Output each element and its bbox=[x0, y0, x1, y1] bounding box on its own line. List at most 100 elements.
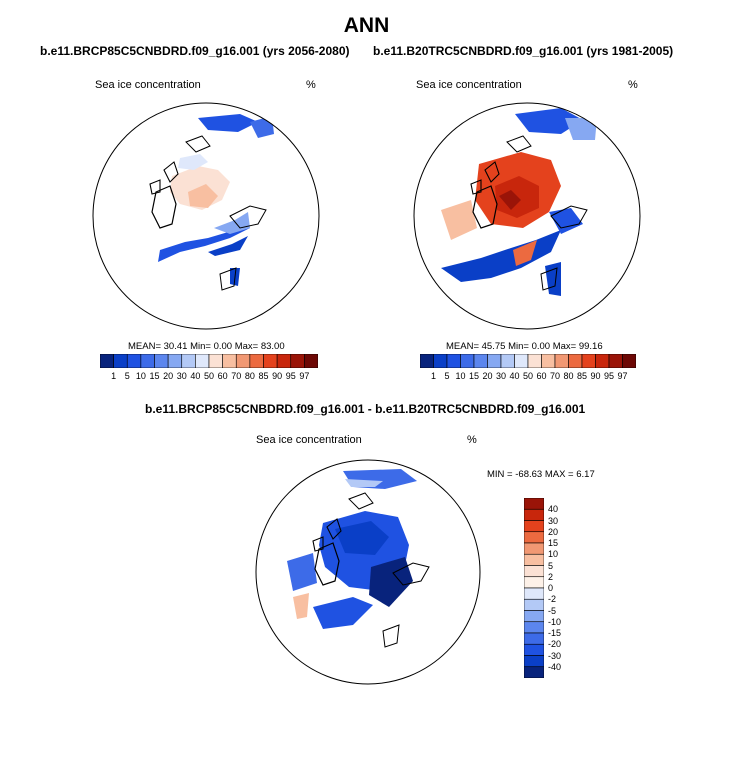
panel2-colorbar-tick-label: 70 bbox=[549, 371, 561, 381]
panel3-coastline-archipelago bbox=[312, 518, 342, 552]
panel1-colorbar-tick-label: 30 bbox=[176, 371, 187, 381]
panel3-colorbar-box bbox=[524, 610, 544, 623]
panel1-colorbar-tick-label: 10 bbox=[135, 371, 146, 381]
panel3-colorbar-tick-label: 5 bbox=[548, 560, 554, 571]
panel3-case-title: b.e11.BRCP85C5CNBDRD.f09_g16.001 - b.e11… bbox=[145, 402, 586, 416]
panel1-coastline-scandinavia bbox=[219, 267, 237, 291]
panel1-colorbar-box bbox=[222, 354, 237, 368]
panel3-colorbar-tick-label: 10 bbox=[548, 549, 559, 560]
panel2-variable-label: Sea ice concentration bbox=[416, 79, 522, 91]
panel3-colorbar-box bbox=[524, 531, 544, 544]
panel2-colorbar-ticks: 1 5 10 15 20 30 40 50 60 70 80 85 90 95 97 bbox=[420, 371, 636, 383]
panel2-colorbar-box bbox=[420, 354, 434, 368]
panel1-colorbar-box bbox=[208, 354, 223, 368]
panel2-max-label: Max= bbox=[552, 341, 577, 352]
figure-title: ANN bbox=[343, 14, 390, 37]
panel2-colorbar-box bbox=[595, 354, 610, 368]
panel2-colorbar-tick-label: 97 bbox=[617, 371, 628, 381]
panel1-colorbar-box bbox=[154, 354, 169, 368]
panel2-colorbar-box bbox=[433, 354, 448, 368]
panel2-polar-map bbox=[413, 102, 641, 330]
panel2-min-label: Min= bbox=[508, 341, 529, 352]
panel3-colorbar-tick-label: -5 bbox=[548, 605, 557, 616]
panel1-colorbar-tick-label: 97 bbox=[299, 371, 310, 381]
panel1-ice-atlantic bbox=[158, 220, 250, 262]
panel3-colorbar-tick-label: -30 bbox=[548, 650, 562, 661]
panel1-mean-value: 30.41 bbox=[163, 341, 188, 352]
panel1-colorbar-ticks: 1 5 10 15 20 30 40 50 60 70 80 85 90 95 97 bbox=[100, 371, 318, 383]
panel2-max-value: 99.16 bbox=[578, 341, 603, 352]
panel2-mean-label: MEAN= bbox=[446, 341, 479, 352]
panel3-colorbar-box bbox=[524, 666, 544, 678]
panel1-colorbar-box bbox=[263, 354, 278, 368]
panel2-colorbar-box bbox=[568, 354, 583, 368]
panel3-colorbar-box bbox=[524, 655, 544, 668]
panel2-colorbar-tick-label: 90 bbox=[590, 371, 601, 381]
panel1-colorbar-tick-label: 80 bbox=[244, 371, 255, 381]
panel3-min-value: -68.63 bbox=[515, 469, 543, 480]
panel1-colorbar-box bbox=[140, 354, 155, 368]
panel2-colorbar-tick-label: 30 bbox=[495, 371, 507, 381]
panel3-colorbar-ticks: 40 30 20 15 10 5 2 0 -2 -5 -10 -15 -20 -30 -40 bbox=[548, 498, 588, 678]
panel3-map-border bbox=[255, 459, 481, 685]
panel3-colorbar-tick-label: -10 bbox=[548, 616, 562, 627]
panel2-coastline-archipelago bbox=[470, 161, 500, 195]
panel1-min-value: 0.00 bbox=[213, 341, 233, 352]
panel2-colorbar-tick-label: 95 bbox=[603, 371, 615, 381]
panel3-colorbar-box bbox=[524, 553, 544, 566]
panel3-variable-label: Sea ice concentration bbox=[256, 434, 362, 446]
panel3-colorbar bbox=[524, 498, 544, 678]
panel1-map-border bbox=[92, 102, 320, 330]
panel3-colorbar-tick-label: 40 bbox=[548, 504, 559, 515]
panel1-colorbar-tick-label: 15 bbox=[149, 371, 160, 381]
panel3-colorbar-tick-label: 20 bbox=[548, 526, 559, 537]
panel1-colorbar-box bbox=[195, 354, 210, 368]
panel2-coastline-scandinavia bbox=[540, 267, 558, 291]
panel2-coastline-asia bbox=[550, 205, 588, 229]
panel1-colorbar-box bbox=[113, 354, 128, 368]
panel3-max-value: 6.17 bbox=[576, 469, 595, 480]
panel3-diff-central-core bbox=[335, 521, 389, 555]
panel2-colorbar-tick-label: 5 bbox=[444, 371, 450, 381]
panel2-colorbar-tick-label: 40 bbox=[509, 371, 520, 381]
panel3-colorbar-tick-label: 2 bbox=[548, 571, 554, 582]
panel1-colorbar-tick-label: 5 bbox=[124, 371, 130, 381]
panel3-colorbar-box bbox=[524, 598, 544, 611]
panel3-colorbar-box bbox=[524, 643, 544, 656]
panel2-stats-line: MEAN= 45.75 Min= 0.00 Max= 99.16 bbox=[446, 341, 603, 352]
panel3-diff-atlantic bbox=[313, 597, 373, 629]
panel1-polar-map bbox=[92, 102, 320, 330]
panel1-colorbar-box bbox=[100, 354, 114, 368]
panel2-case-title: b.e11.B20TRC5CNBDRD.f09_g16.001 (yrs 198… bbox=[373, 44, 674, 58]
panel3-colorbar-tick-label: -40 bbox=[548, 661, 562, 672]
panel2-ice-baffin bbox=[441, 200, 477, 240]
panel1-colorbar-box bbox=[290, 354, 305, 368]
panel2-colorbar-box bbox=[514, 354, 529, 368]
panel2-mean-value: 45.75 bbox=[481, 341, 506, 352]
panel1-coastline-archipelago bbox=[149, 161, 179, 195]
panel1-max-value: 83.00 bbox=[260, 341, 285, 352]
panel1-colorbar-tick-label: 95 bbox=[285, 371, 296, 381]
panel2-colorbar-box bbox=[608, 354, 623, 368]
panel1-min-label: Min= bbox=[190, 341, 211, 352]
panel2-colorbar-box bbox=[487, 354, 502, 368]
panel1-colorbar-box bbox=[167, 354, 183, 368]
panel2-colorbar-box bbox=[500, 354, 515, 368]
panel3-colorbar-tick-label: 0 bbox=[548, 583, 554, 593]
panel1-coastline-asia bbox=[229, 205, 267, 229]
panel1-colorbar-tick-label: 90 bbox=[272, 371, 283, 381]
panel2-min-value: 0.00 bbox=[531, 341, 551, 352]
panel2-colorbar-tick-label: 85 bbox=[576, 371, 588, 381]
panel1-ice-beaufort bbox=[178, 154, 208, 170]
panel3-colorbar-tick-label: -15 bbox=[548, 628, 562, 638]
panel3-colorbar-tick-label: 15 bbox=[548, 538, 559, 548]
panel2-ice-greenland-sea bbox=[513, 240, 537, 266]
panel2-colorbar-tick-label: 15 bbox=[468, 371, 480, 381]
panel3-max-label: MAX = bbox=[544, 469, 574, 480]
panel1-ice-atlantic-edge bbox=[208, 236, 248, 256]
panel3-coastline-scandinavia bbox=[382, 624, 400, 648]
panel2-colorbar bbox=[420, 354, 636, 368]
panel1-colorbar-box bbox=[304, 354, 318, 368]
panel1-map-background bbox=[93, 103, 319, 329]
panel1-mean-label: MEAN= bbox=[128, 341, 161, 352]
